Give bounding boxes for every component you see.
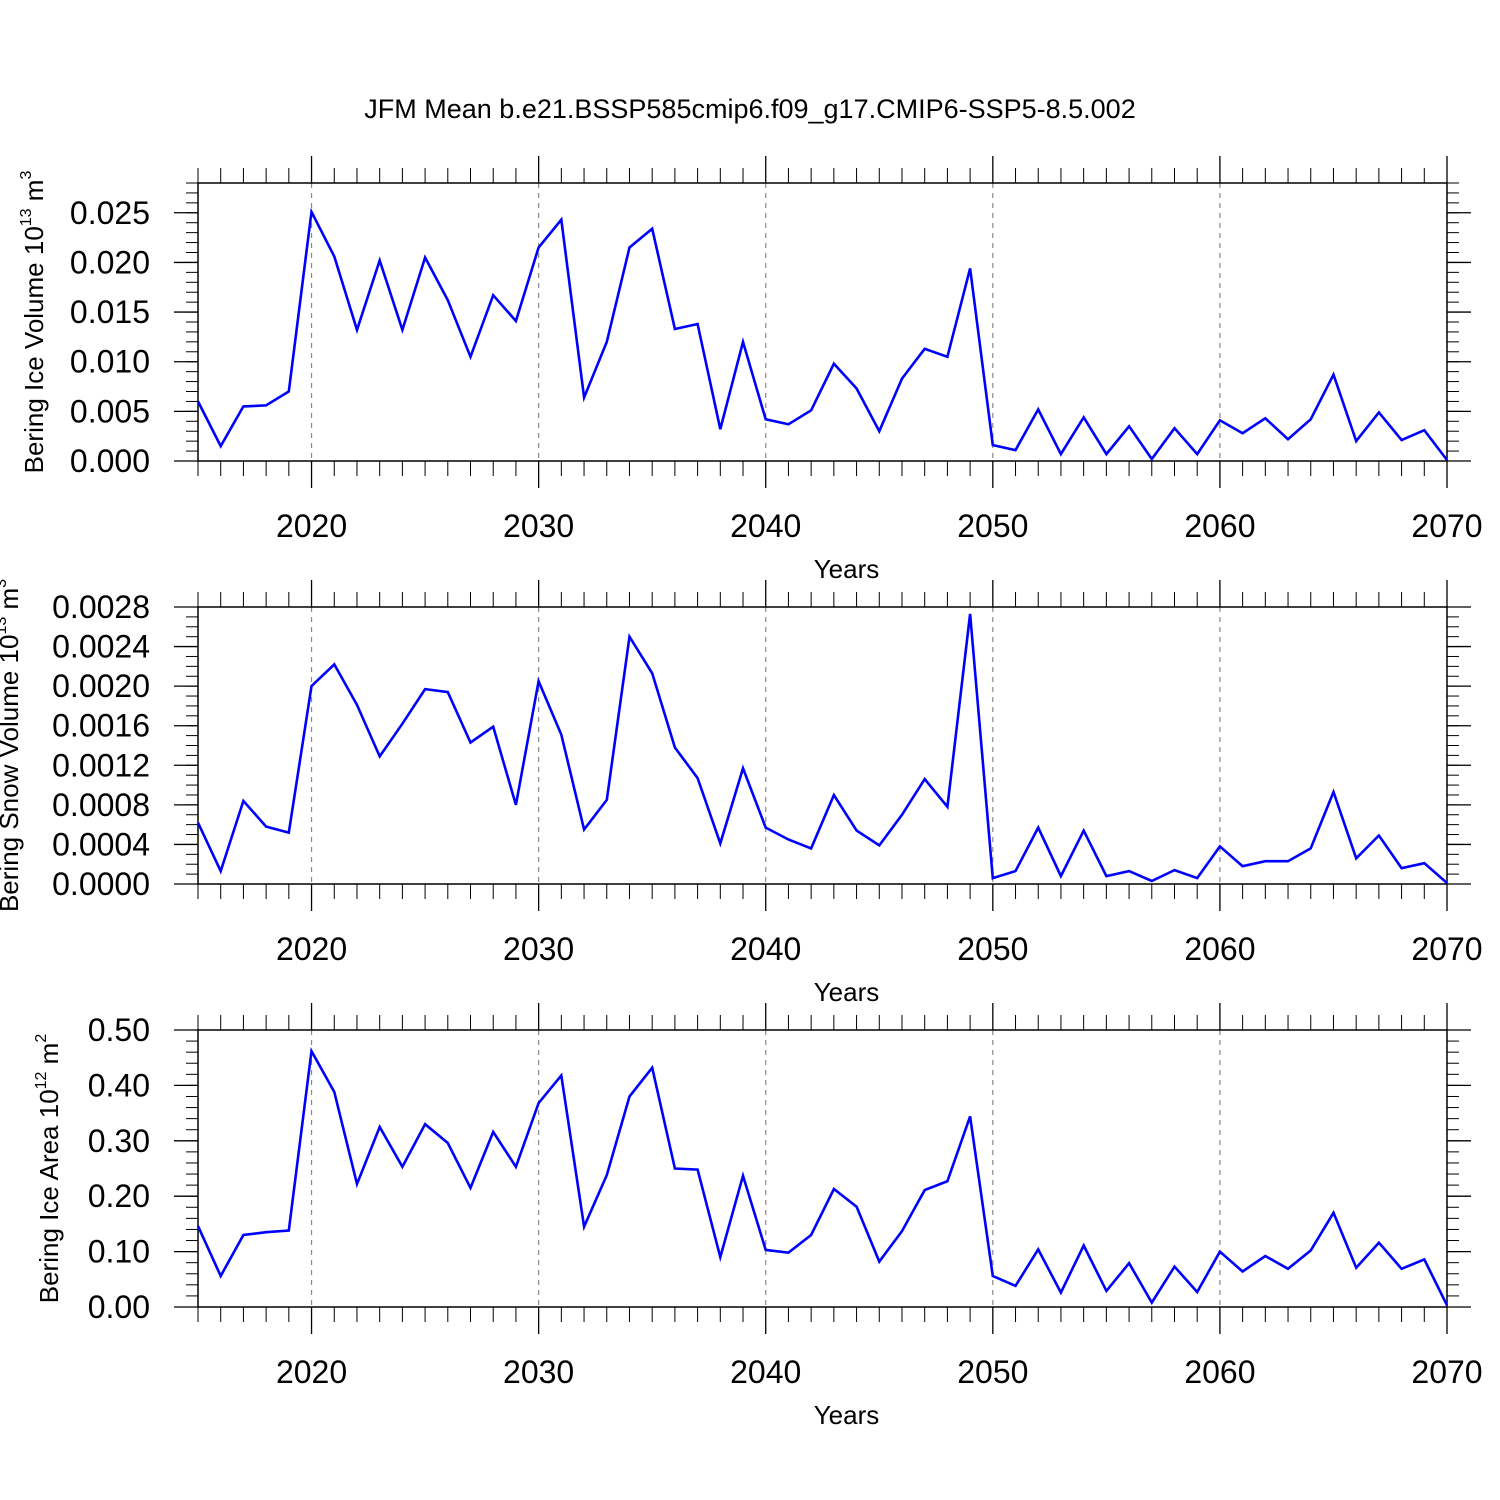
x-tick-label: 2050 [957, 508, 1028, 544]
x-tick-label: 2040 [730, 931, 801, 967]
x-tick-label: 2060 [1184, 931, 1255, 967]
y-tick-label: 0.020 [70, 244, 150, 280]
x-tick-label: 2020 [276, 931, 347, 967]
series-line [196, 207, 1449, 462]
x-tick-label: 2070 [1411, 508, 1482, 544]
y-tick-label: 0.0016 [52, 708, 150, 744]
x-tick-label: 2050 [957, 1354, 1028, 1390]
x-tick-label: 2030 [503, 1354, 574, 1390]
series-line [196, 613, 1448, 884]
panels: 2020 2030 2040 2050 2060 2070 0.000 0.005 0.010 0… [0, 156, 1483, 1430]
y-tick-label: 0.0028 [52, 589, 150, 625]
x-tick-label: 2040 [730, 508, 801, 544]
y-tick-label: 0.025 [70, 195, 150, 231]
y-axis-title: Bering Ice Area 1012 m2 [33, 1034, 64, 1304]
x-tick-label: 2060 [1184, 508, 1255, 544]
y-tick-label: 0.0000 [52, 866, 150, 902]
panel-2: 2020 2030 2040 2050 2060 20700.00000.00040.00… [0, 579, 1483, 1007]
x-tick-label: 2020 [276, 1354, 347, 1390]
y-tick-label: 0.20 [88, 1178, 150, 1214]
plot-frame [197, 1029, 1448, 1308]
y-tick-label: 0.00 [88, 1289, 150, 1325]
y-tick-label: 0.010 [70, 344, 150, 380]
y-tick-label: 0.0024 [52, 629, 150, 665]
x-axis-title: Years [814, 554, 880, 584]
x-tick-label: 2020 [276, 508, 347, 544]
y-tick-label: 0.0020 [52, 668, 150, 704]
y-tick-label: 0.40 [88, 1067, 150, 1103]
x-axis-title: Years [814, 977, 880, 1007]
y-tick-label: 0.000 [70, 443, 150, 479]
plot-frame [197, 182, 1448, 462]
y-axis-title: Bering Ice Volume 1013 m3 [18, 171, 49, 474]
y-tick-label: 0.50 [88, 1012, 150, 1048]
x-tick-label: 2070 [1411, 1354, 1482, 1390]
x-axis-title: Years [814, 1400, 880, 1430]
y-tick-label: 0.0012 [52, 747, 150, 783]
y-tick-label: 0.0008 [52, 787, 150, 823]
x-tick-label: 2070 [1411, 931, 1482, 967]
x-tick-label: 2030 [503, 508, 574, 544]
chart-title: JFM Mean b.e21.BSSP585cmip6.f09_g17.CMIP… [364, 94, 1135, 124]
series-line [196, 1047, 1449, 1306]
x-tick-label: 2040 [730, 1354, 801, 1390]
y-axis-title: Bering Snow Volume 1013 m3 [0, 579, 24, 912]
panel-3: 2020 2030 2040 2050 2060 2070 0.00 0.10 0.20 0.30… [33, 1003, 1483, 1430]
x-tick-label: 2050 [957, 931, 1028, 967]
panel-1: 2020 2030 2040 2050 2060 2070 0.000 0.005 0.010 0… [18, 156, 1483, 584]
y-tick-label: 0.10 [88, 1234, 150, 1270]
y-tick-label: 0.005 [70, 393, 150, 429]
y-tick-label: 0.015 [70, 294, 150, 330]
y-tick-label: 0.0004 [52, 826, 150, 862]
x-tick-label: 2060 [1184, 1354, 1255, 1390]
y-tick-label: 0.30 [88, 1123, 150, 1159]
plot-frame [197, 606, 1448, 885]
x-tick-label: 2030 [503, 931, 574, 967]
